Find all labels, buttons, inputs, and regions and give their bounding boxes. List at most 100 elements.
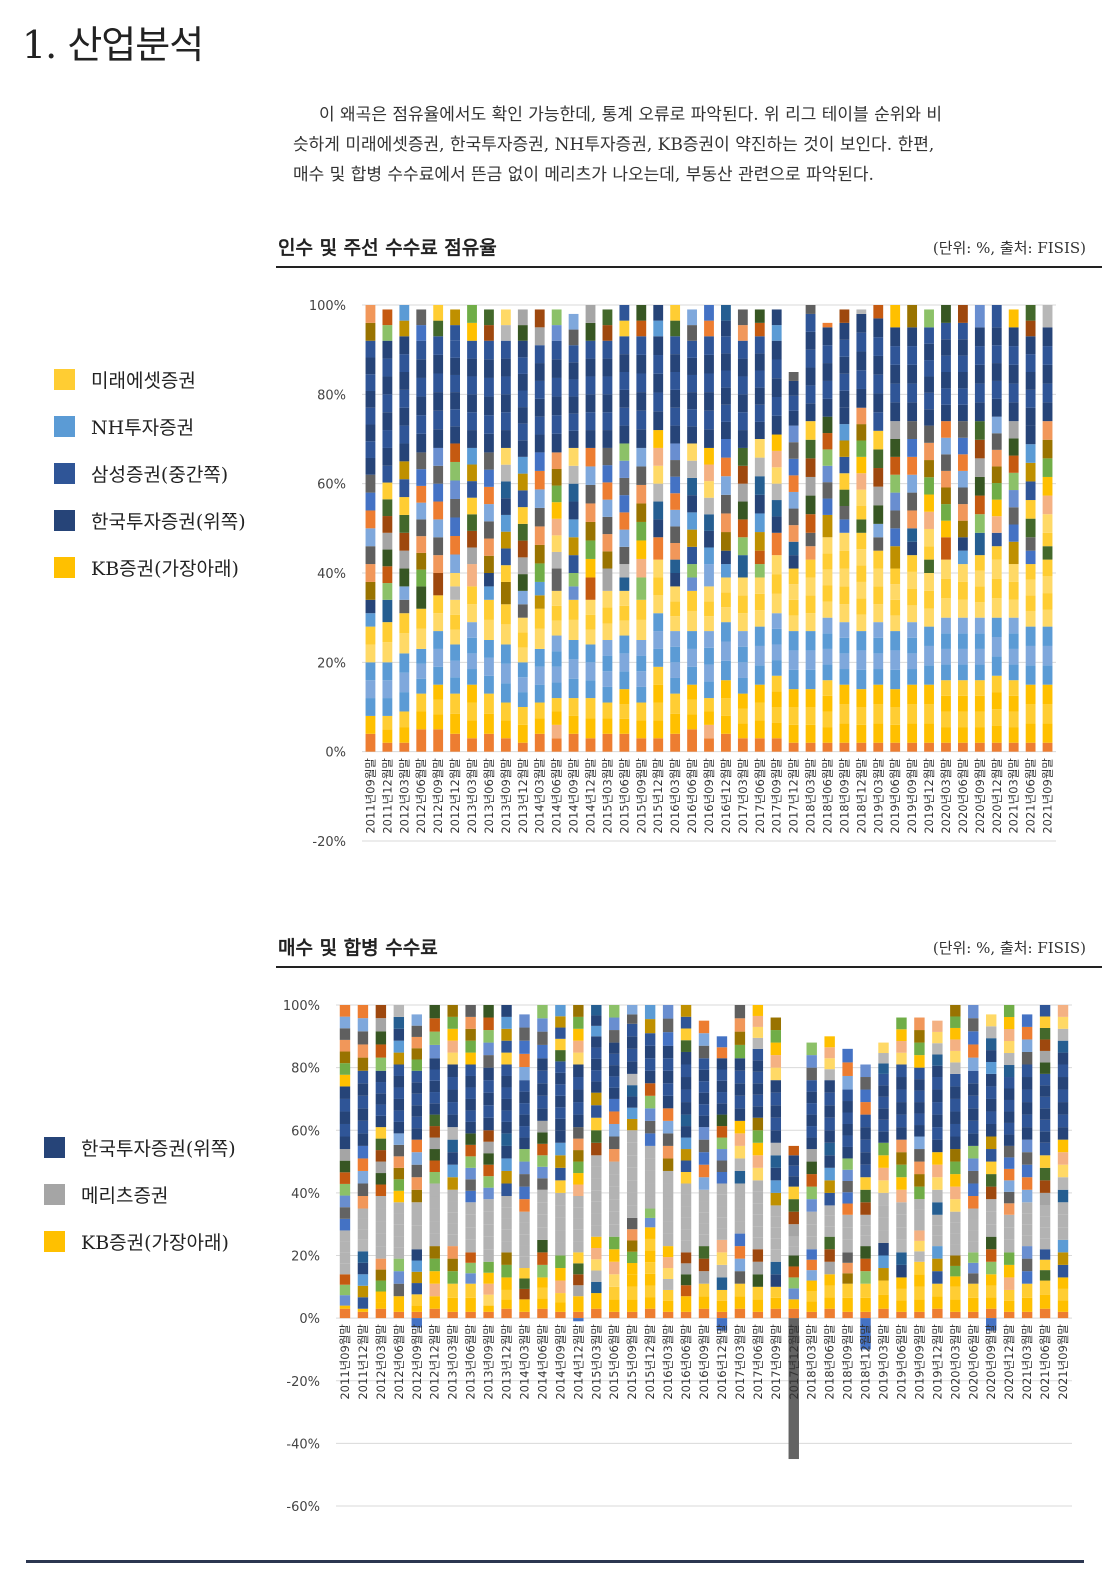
bar-segment: [517, 440, 528, 457]
bar-segment: [716, 1172, 728, 1184]
bar-segment: [568, 640, 579, 660]
bar-segment: [687, 564, 697, 578]
bar-segment: [680, 1274, 692, 1286]
bar-segment: [653, 447, 664, 466]
bar-segment: [447, 1177, 458, 1190]
bar-segment: [555, 1180, 566, 1193]
bar-segment: [393, 1258, 405, 1272]
bar-segment: [357, 1158, 369, 1171]
bar-segment: [551, 620, 562, 636]
bar-segment: [382, 742, 393, 752]
bar-segment: [907, 541, 918, 556]
bar-segment: [644, 1308, 656, 1319]
bar-segment: [957, 537, 968, 551]
bar-segment: [974, 570, 985, 587]
bar-segment: [357, 1239, 369, 1252]
bar-segment: [805, 669, 816, 690]
bar-segment: [856, 313, 867, 333]
bar-segment: [687, 684, 697, 700]
bar-segment: [619, 620, 630, 636]
bar-segment: [1008, 327, 1019, 347]
bar-segment: [770, 1180, 782, 1193]
bar-segment: [974, 305, 985, 328]
bar-segment: [339, 1308, 351, 1319]
bar-segment: [788, 689, 799, 707]
bar-segment: [856, 388, 867, 408]
bar-segment: [932, 1225, 943, 1236]
bar-segment: [433, 714, 444, 730]
bar-segment: [704, 429, 714, 448]
bar-segment: [1042, 665, 1053, 685]
bar-segment: [924, 494, 934, 512]
bar-segment: [433, 684, 444, 700]
bar-segment: [357, 1057, 369, 1071]
bar-segment: [416, 628, 427, 649]
bar-segment: [770, 1142, 782, 1156]
bar-segment: [687, 460, 697, 478]
bar-segment: [907, 637, 918, 654]
bar-segment: [1057, 1288, 1069, 1301]
bar-segment: [357, 1229, 369, 1240]
bar-segment: [433, 392, 444, 411]
x-tick-label: 2020년06월말: [966, 1324, 980, 1400]
bar-segment: [670, 677, 681, 694]
bar-segment: [411, 1177, 422, 1190]
bar-segment: [467, 447, 477, 465]
bar-segment: [653, 720, 664, 739]
bar-segment: [429, 1271, 440, 1284]
bar-segment: [1057, 1102, 1069, 1115]
bar-segment: [941, 339, 951, 356]
bar-segment: [500, 447, 511, 465]
bar-segment: [644, 1145, 656, 1159]
bar-segment: [805, 476, 816, 496]
bar-segment: [878, 1096, 889, 1109]
bar-segment: [519, 1126, 530, 1138]
bar-segment: [670, 662, 681, 678]
bar-segment: [924, 626, 934, 646]
bar-segment: [1021, 1258, 1033, 1272]
bar-segment: [450, 461, 461, 481]
bar-segment: [636, 305, 647, 321]
bar-segment: [1008, 599, 1019, 618]
bar-segment: [806, 1174, 817, 1187]
bar-segment: [517, 473, 528, 491]
bar-segment: [950, 1199, 961, 1212]
bar-segment: [551, 340, 562, 360]
bar-segment: [856, 473, 867, 490]
bar-segment: [968, 1170, 979, 1184]
bar-segment: [573, 1161, 584, 1174]
y-tick-label: 0%: [325, 746, 346, 761]
bar-segment: [839, 704, 850, 724]
bar-segment: [339, 1136, 351, 1150]
bar-segment: [483, 1187, 494, 1200]
bar-segment: [483, 1153, 494, 1165]
bar-segment: [1021, 1152, 1033, 1165]
bar-segment: [662, 1070, 674, 1084]
bar-segment: [950, 1039, 961, 1051]
bar-segment: [551, 309, 562, 326]
bar-segment: [716, 1047, 728, 1059]
bar-segment: [873, 604, 884, 623]
bar-segment: [670, 616, 681, 632]
x-tick-label: 2011년12월말: [356, 1324, 370, 1400]
bar-segment: [788, 410, 799, 426]
bar-segment: [878, 1280, 889, 1295]
bar-segment: [591, 1070, 602, 1082]
legend-label: KB증권(가장아래): [81, 1232, 229, 1254]
x-tick-label: 2021년06월말: [1038, 1324, 1052, 1400]
bar-segment: [551, 724, 562, 739]
bar-segment: [626, 1167, 638, 1181]
bar-segment: [365, 613, 376, 627]
x-tick-label: 2018년06월말: [820, 758, 834, 834]
bar-segment: [537, 1095, 548, 1109]
bar-segment: [924, 573, 934, 591]
bar-segment: [1003, 1122, 1015, 1135]
bar-segment: [737, 677, 748, 694]
bar-segment: [551, 433, 562, 453]
bar-segment: [573, 1052, 584, 1065]
bar-segment: [856, 724, 867, 743]
bar-negative-segment: [573, 1318, 584, 1322]
bar-segment: [399, 461, 410, 480]
bar-segment: [754, 404, 765, 422]
bar-segment: [941, 648, 951, 665]
